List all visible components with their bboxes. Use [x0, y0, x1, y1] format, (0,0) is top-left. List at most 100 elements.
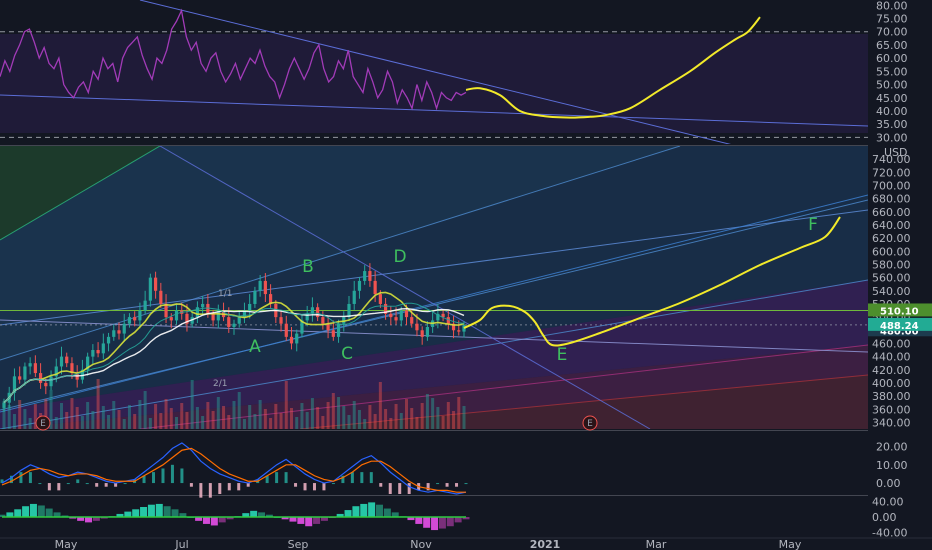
volume-bar — [222, 406, 226, 429]
price-tick-label: 740.00 — [872, 153, 911, 166]
macd-histogram-bar — [312, 483, 316, 491]
volume-bar — [357, 410, 361, 429]
candle-body — [425, 326, 430, 337]
ma-fast — [3, 291, 465, 404]
volume-bar — [122, 419, 126, 429]
candle-body — [18, 376, 22, 380]
candle-body — [415, 323, 419, 331]
oscillator-tick-label: 40.00 — [872, 496, 904, 509]
candle-body — [106, 336, 111, 344]
volume-bar — [405, 399, 408, 429]
candle-body — [420, 330, 424, 337]
price-projection — [463, 216, 841, 347]
candle-body — [86, 356, 90, 370]
price-tick-label: 600.00 — [872, 245, 911, 258]
candle-body — [112, 330, 116, 337]
oscillator-bar — [258, 512, 266, 517]
fan-line — [0, 319, 868, 353]
volume-bar — [446, 402, 450, 429]
rsi-trendline — [139, 0, 732, 144]
time-axis[interactable]: May Jul Sep Nov 2021 Mar May — [55, 538, 802, 550]
price-tick-label: 400.00 — [872, 377, 911, 390]
volume-bar — [169, 408, 173, 429]
macd-histogram-bar — [379, 483, 383, 487]
oscillator-bar — [265, 514, 273, 517]
price-tick-label: 720.00 — [872, 166, 911, 179]
volume-bar — [138, 400, 142, 429]
macd-histogram-bar — [199, 483, 203, 498]
candle-body — [153, 277, 158, 291]
candle-body — [352, 290, 356, 304]
oscillator-bar — [0, 514, 6, 517]
macd-histogram-bar — [426, 483, 430, 491]
volume-bar — [201, 416, 205, 429]
candle-body — [268, 294, 273, 304]
oscillator-bar — [289, 517, 297, 522]
volume-bar — [180, 403, 184, 429]
macd-histogram-bar — [95, 483, 99, 487]
candle-body — [295, 333, 299, 344]
macd-histogram-bar — [407, 483, 411, 494]
volume-bar — [462, 406, 466, 429]
price-axis-background — [868, 0, 932, 537]
price-tick-label: 560.00 — [872, 272, 911, 285]
candle-body — [206, 303, 210, 314]
volume-bar — [441, 416, 445, 429]
candle-body — [404, 310, 409, 318]
rsi-tick-label: 40.00 — [876, 105, 908, 118]
volume-bar — [23, 409, 27, 429]
fan-line — [0, 146, 161, 241]
event-badge — [582, 415, 598, 431]
macd-histogram-bar — [170, 464, 174, 484]
candle-body — [59, 356, 64, 367]
candle-body — [138, 310, 142, 321]
volume-bar — [452, 411, 456, 429]
volume-bar — [425, 394, 429, 429]
candle-body — [185, 313, 189, 324]
volume-bar — [175, 417, 178, 429]
volume-bar — [436, 407, 440, 429]
volume-bar — [54, 417, 58, 429]
volume-bar — [60, 403, 63, 429]
volume-bar — [86, 402, 90, 429]
candle-body — [169, 317, 173, 321]
macd-histogram-bar — [47, 483, 51, 491]
volume-bar — [305, 412, 309, 429]
macd-histogram-bar — [436, 483, 440, 485]
candle-body — [12, 376, 17, 393]
oscillator-bar — [61, 515, 69, 517]
macd-histogram-bar — [331, 483, 335, 485]
candle-body — [336, 323, 341, 337]
volume-bar — [274, 404, 278, 429]
candle-body — [2, 402, 6, 408]
volume-bar — [44, 399, 48, 429]
macd-histogram-bar — [152, 472, 156, 484]
oscillator-bar — [226, 517, 234, 520]
candle-body — [133, 317, 137, 321]
rsi-tick-label: 65.00 — [876, 39, 908, 52]
wave-label-b: B — [302, 257, 314, 277]
macd-histogram-bar — [57, 483, 61, 491]
volume-bar — [300, 403, 304, 429]
candle-body — [54, 366, 58, 377]
candle-body — [383, 303, 388, 314]
candle-body — [326, 323, 330, 331]
candle-body — [342, 317, 346, 324]
volume-bar — [290, 408, 293, 429]
price-tick-label: 360.00 — [872, 403, 911, 416]
price-axes[interactable]: 80.0075.0070.0065.0060.0055.0050.0045.00… — [868, 0, 932, 539]
volume-bar — [195, 407, 199, 429]
wave-label-d: D — [393, 247, 406, 267]
candle-body — [159, 290, 163, 304]
rsi-tick-label: 60.00 — [876, 52, 908, 65]
oscillator-bar — [415, 517, 423, 524]
oscillator-bar — [336, 513, 344, 517]
macd-histogram-bar — [38, 483, 42, 485]
price-tick-label: 420.00 — [872, 364, 911, 377]
oscillator-bar — [92, 517, 100, 521]
macd-histogram-bar — [398, 483, 402, 494]
oscillator-bar — [195, 517, 203, 521]
macd-histogram-bar — [455, 483, 459, 487]
price-tick-label: 460.00 — [872, 337, 911, 350]
